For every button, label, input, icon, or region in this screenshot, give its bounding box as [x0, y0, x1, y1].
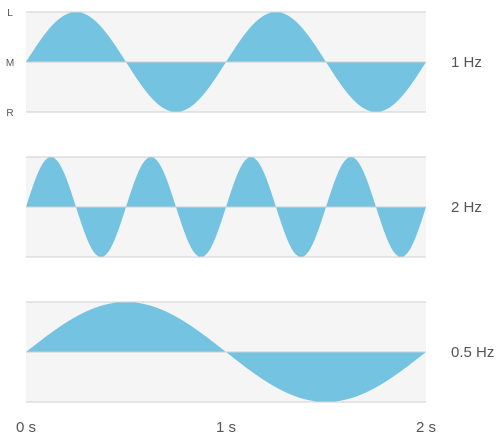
x-tick-label: 1 s: [216, 419, 236, 436]
y-axis-ticks: L M R: [6, 8, 14, 119]
frequency-label: 1 Hz: [451, 54, 482, 71]
y-tick-label: M: [6, 58, 14, 69]
x-tick-label: 2 s: [416, 419, 436, 436]
x-axis-ticks: 0 s 1 s 2 s: [16, 419, 436, 436]
y-tick-label: R: [6, 108, 13, 119]
waveform-panel: 2 Hz: [26, 156, 482, 258]
y-tick-label: L: [7, 8, 13, 19]
waveform-panel: 0.5 Hz: [26, 301, 494, 403]
frequency-label: 2 Hz: [451, 199, 482, 216]
frequency-label: 0.5 Hz: [451, 344, 494, 361]
waveform-panel: 1 Hz: [26, 11, 482, 113]
x-tick-label: 0 s: [16, 419, 36, 436]
waveform-panels: 1 Hz 2 Hz 0.5 Hz: [26, 11, 494, 403]
